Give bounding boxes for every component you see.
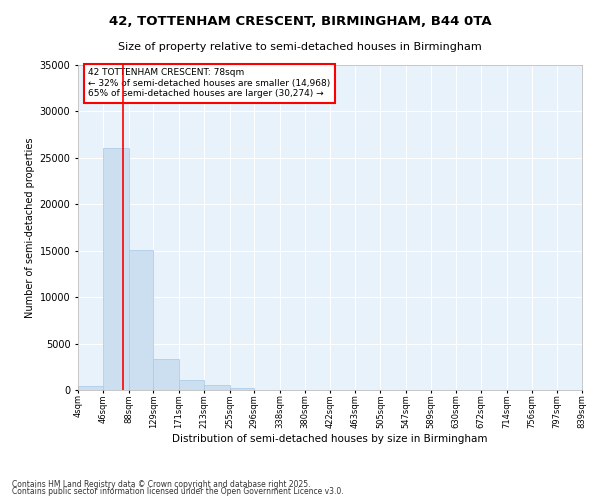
Text: Contains public sector information licensed under the Open Government Licence v3: Contains public sector information licen… [12,488,344,496]
Bar [129,250,154,390]
Bar [78,386,103,390]
Bar [230,388,254,390]
Text: Contains HM Land Registry data © Crown copyright and database right 2025.: Contains HM Land Registry data © Crown c… [12,480,311,489]
Bar [103,148,129,390]
Bar [154,360,179,390]
Text: 42 TOTTENHAM CRESCENT: 78sqm
← 32% of semi-detached houses are smaller (14,968)
: 42 TOTTENHAM CRESCENT: 78sqm ← 32% of se… [88,68,331,98]
Bar [204,386,230,390]
Text: 42, TOTTENHAM CRESCENT, BIRMINGHAM, B44 0TA: 42, TOTTENHAM CRESCENT, BIRMINGHAM, B44 … [109,15,491,28]
Y-axis label: Number of semi-detached properties: Number of semi-detached properties [25,137,35,318]
X-axis label: Distribution of semi-detached houses by size in Birmingham: Distribution of semi-detached houses by … [172,434,488,444]
Bar [179,380,204,390]
Text: Size of property relative to semi-detached houses in Birmingham: Size of property relative to semi-detach… [118,42,482,52]
